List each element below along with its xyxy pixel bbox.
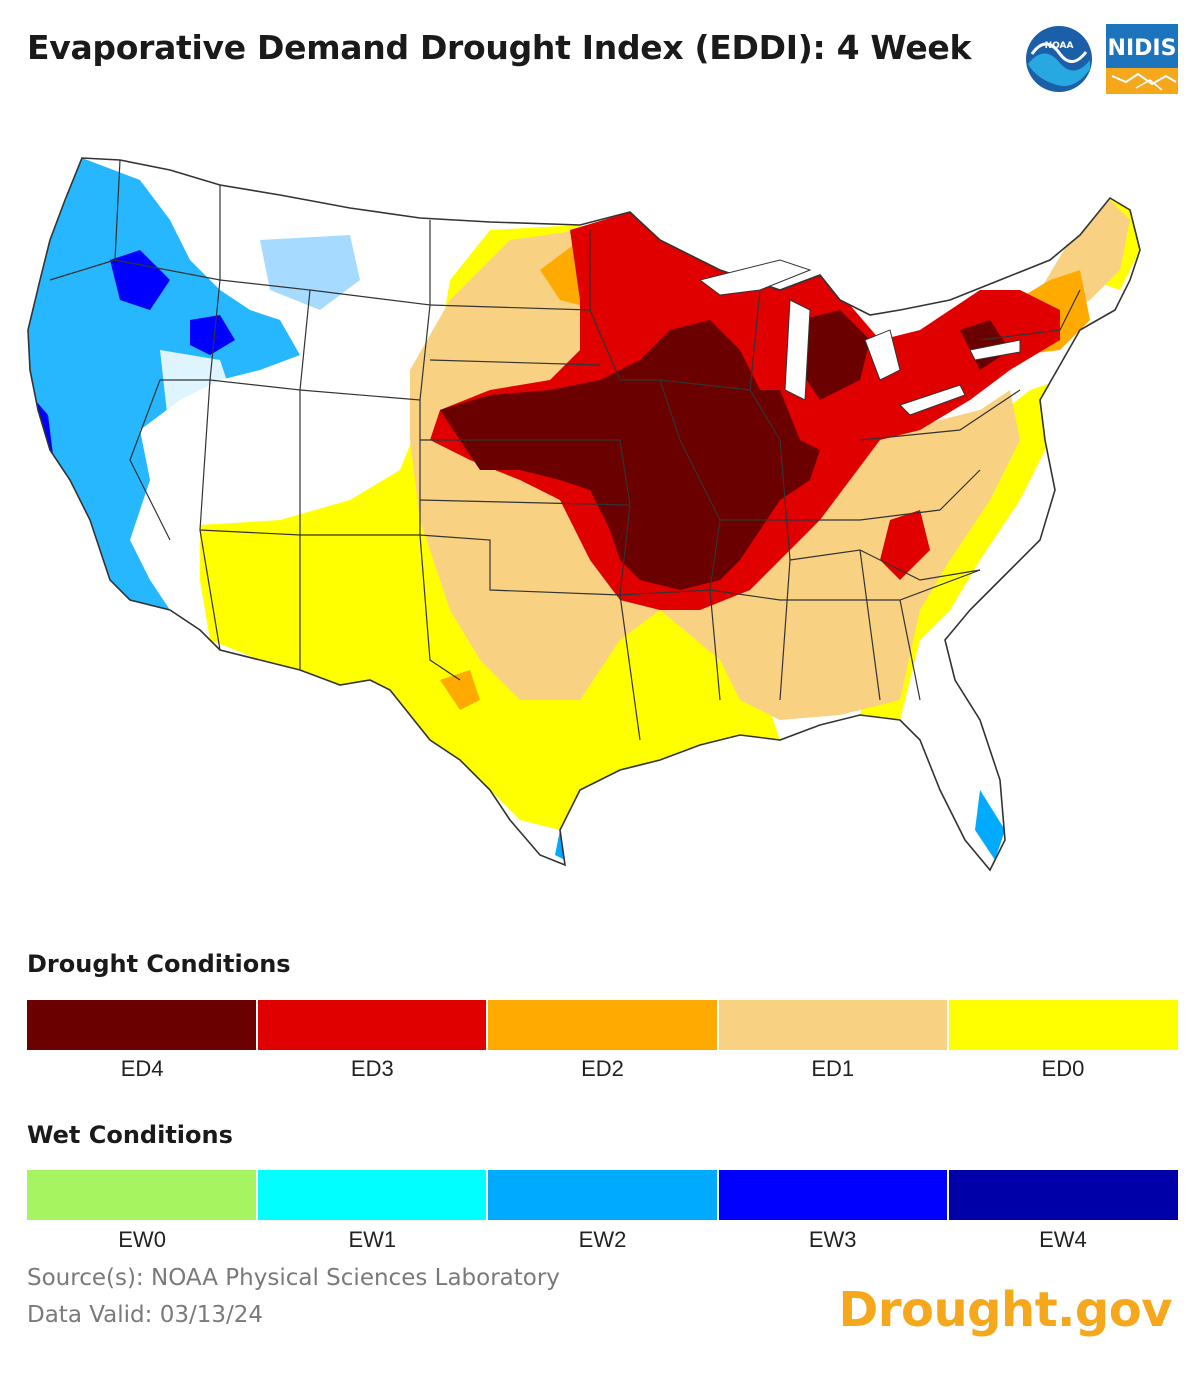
lake-superior xyxy=(698,259,812,296)
us-map-svg xyxy=(27,157,1141,872)
ed4-region-newyork xyxy=(960,320,1010,370)
ew1-region-montana xyxy=(260,235,360,310)
swatch-ew4 xyxy=(949,1170,1178,1220)
wet-legend-bar xyxy=(27,1170,1178,1220)
noaa-logo-text: NOAA xyxy=(1045,41,1074,51)
swatch-ew0 xyxy=(27,1170,258,1220)
drought-gov-brand[interactable]: Drought.gov xyxy=(838,1282,1173,1338)
label-ew4: EW4 xyxy=(1039,1227,1087,1252)
swatch-ed2 xyxy=(488,1000,719,1050)
ew3-region-idaho xyxy=(190,315,235,355)
label-ew1: EW1 xyxy=(348,1227,397,1252)
ed3-region-kentucky xyxy=(880,510,930,580)
source-text: Source(s): NOAA Physical Sciences Labora… xyxy=(27,1265,560,1291)
swatch-ed3 xyxy=(257,1000,489,1050)
swatch-ed1 xyxy=(718,1000,950,1050)
label-ew3: EW3 xyxy=(808,1227,857,1252)
data-valid-text: Data Valid: 03/13/24 xyxy=(27,1302,264,1328)
noaa-logo: NOAA xyxy=(1026,26,1092,92)
nidis-logo-text: NIDIS xyxy=(1108,36,1177,61)
lake-huron xyxy=(864,329,901,381)
label-ed0: ED0 xyxy=(1041,1056,1085,1081)
state-boundaries xyxy=(27,157,1141,872)
label-ed4: ED4 xyxy=(120,1056,164,1081)
wet-legend-labels: EW0 EW1 EW2 EW3 EW4 xyxy=(27,1227,1178,1253)
ew2-region-florida xyxy=(975,790,1005,860)
drought-map xyxy=(20,140,1180,890)
nidis-logo: NIDIS xyxy=(1106,24,1178,94)
ed2-region-texas xyxy=(440,670,480,710)
label-ed2: ED2 xyxy=(581,1056,624,1081)
drought-legend-bar xyxy=(27,1000,1178,1050)
ed4-region-michigan xyxy=(800,310,870,400)
great-lakes xyxy=(698,259,1021,416)
lake-ontario xyxy=(969,339,1021,361)
map-title: Evaporative Demand Drought Index (EDDI):… xyxy=(27,28,972,67)
lake-erie xyxy=(899,384,966,416)
drought-legend-heading: Drought Conditions xyxy=(27,950,291,978)
swatch-ew1 xyxy=(257,1170,489,1220)
label-ew2: EW2 xyxy=(578,1227,627,1252)
ew3-region-oregon xyxy=(110,250,170,310)
label-ed1: ED1 xyxy=(811,1056,855,1081)
swatch-ed4 xyxy=(27,1000,258,1050)
wet-legend-heading: Wet Conditions xyxy=(27,1121,233,1149)
swatch-ew3 xyxy=(718,1170,950,1220)
logo-group: NOAA NIDIS xyxy=(1024,24,1178,94)
drought-legend-labels: ED4 ED3 ED2 ED1 ED0 xyxy=(27,1056,1178,1082)
lake-michigan xyxy=(784,299,811,401)
label-ew0: EW0 xyxy=(118,1227,166,1252)
label-ed3: ED3 xyxy=(350,1056,394,1081)
swatch-ew2 xyxy=(488,1170,719,1220)
swatch-ed0 xyxy=(949,1000,1178,1050)
